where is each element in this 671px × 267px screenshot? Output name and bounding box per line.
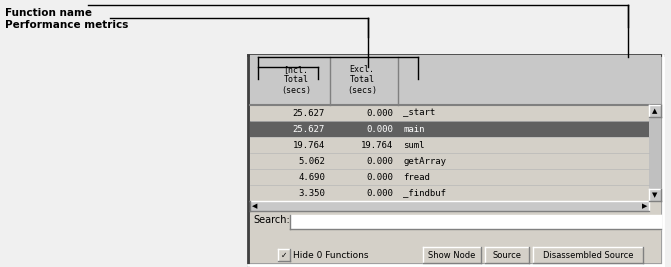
Text: 0.000: 0.000	[366, 108, 393, 117]
Text: Search:: Search:	[253, 215, 290, 225]
Text: Performance metrics: Performance metrics	[5, 20, 128, 30]
Text: 25.627: 25.627	[293, 124, 325, 134]
Text: ◀: ◀	[252, 203, 258, 209]
Text: _findbuf: _findbuf	[403, 189, 446, 198]
Text: 4.690: 4.690	[298, 172, 325, 182]
Text: Hide 0 Functions: Hide 0 Functions	[293, 250, 368, 260]
Text: ▼: ▼	[652, 192, 658, 198]
Text: Excl.
Total
(secs): Excl. Total (secs)	[347, 65, 377, 95]
Text: Source: Source	[493, 250, 521, 260]
Text: 5.062: 5.062	[298, 156, 325, 166]
Text: 25.627: 25.627	[293, 108, 325, 117]
Text: 0.000: 0.000	[366, 189, 393, 198]
Bar	[290, 215, 661, 229]
Text: ▲: ▲	[652, 108, 658, 114]
Text: Function name: Function name	[5, 8, 92, 18]
Bar	[649, 117, 661, 189]
Bar	[250, 201, 649, 211]
Text: 19.764: 19.764	[293, 140, 325, 150]
Text: 0.000: 0.000	[366, 156, 393, 166]
Bar	[649, 189, 661, 201]
Bar	[485, 247, 529, 263]
Text: suml: suml	[403, 140, 425, 150]
Text: 19.764: 19.764	[361, 140, 393, 150]
Text: ▶: ▶	[642, 203, 648, 209]
Bar	[533, 247, 643, 263]
Text: Disassembled Source: Disassembled Source	[543, 250, 633, 260]
Bar	[649, 105, 661, 117]
Text: 3.350: 3.350	[298, 189, 325, 198]
Text: [ncl.
Total
(secs): [ncl. Total (secs)	[281, 65, 311, 95]
Text: _start: _start	[403, 108, 435, 117]
Text: Show Node: Show Node	[428, 250, 476, 260]
Bar	[278, 249, 290, 261]
Text: main: main	[403, 124, 425, 134]
Bar	[250, 121, 649, 137]
Bar	[423, 247, 481, 263]
Text: fread: fread	[403, 172, 430, 182]
Bar	[250, 55, 661, 105]
Text: 0.000: 0.000	[366, 172, 393, 182]
Text: getArray: getArray	[403, 156, 446, 166]
Text: ✓: ✓	[280, 250, 287, 260]
Bar	[248, 55, 663, 265]
Text: 0.000: 0.000	[366, 124, 393, 134]
Bar	[250, 57, 661, 263]
